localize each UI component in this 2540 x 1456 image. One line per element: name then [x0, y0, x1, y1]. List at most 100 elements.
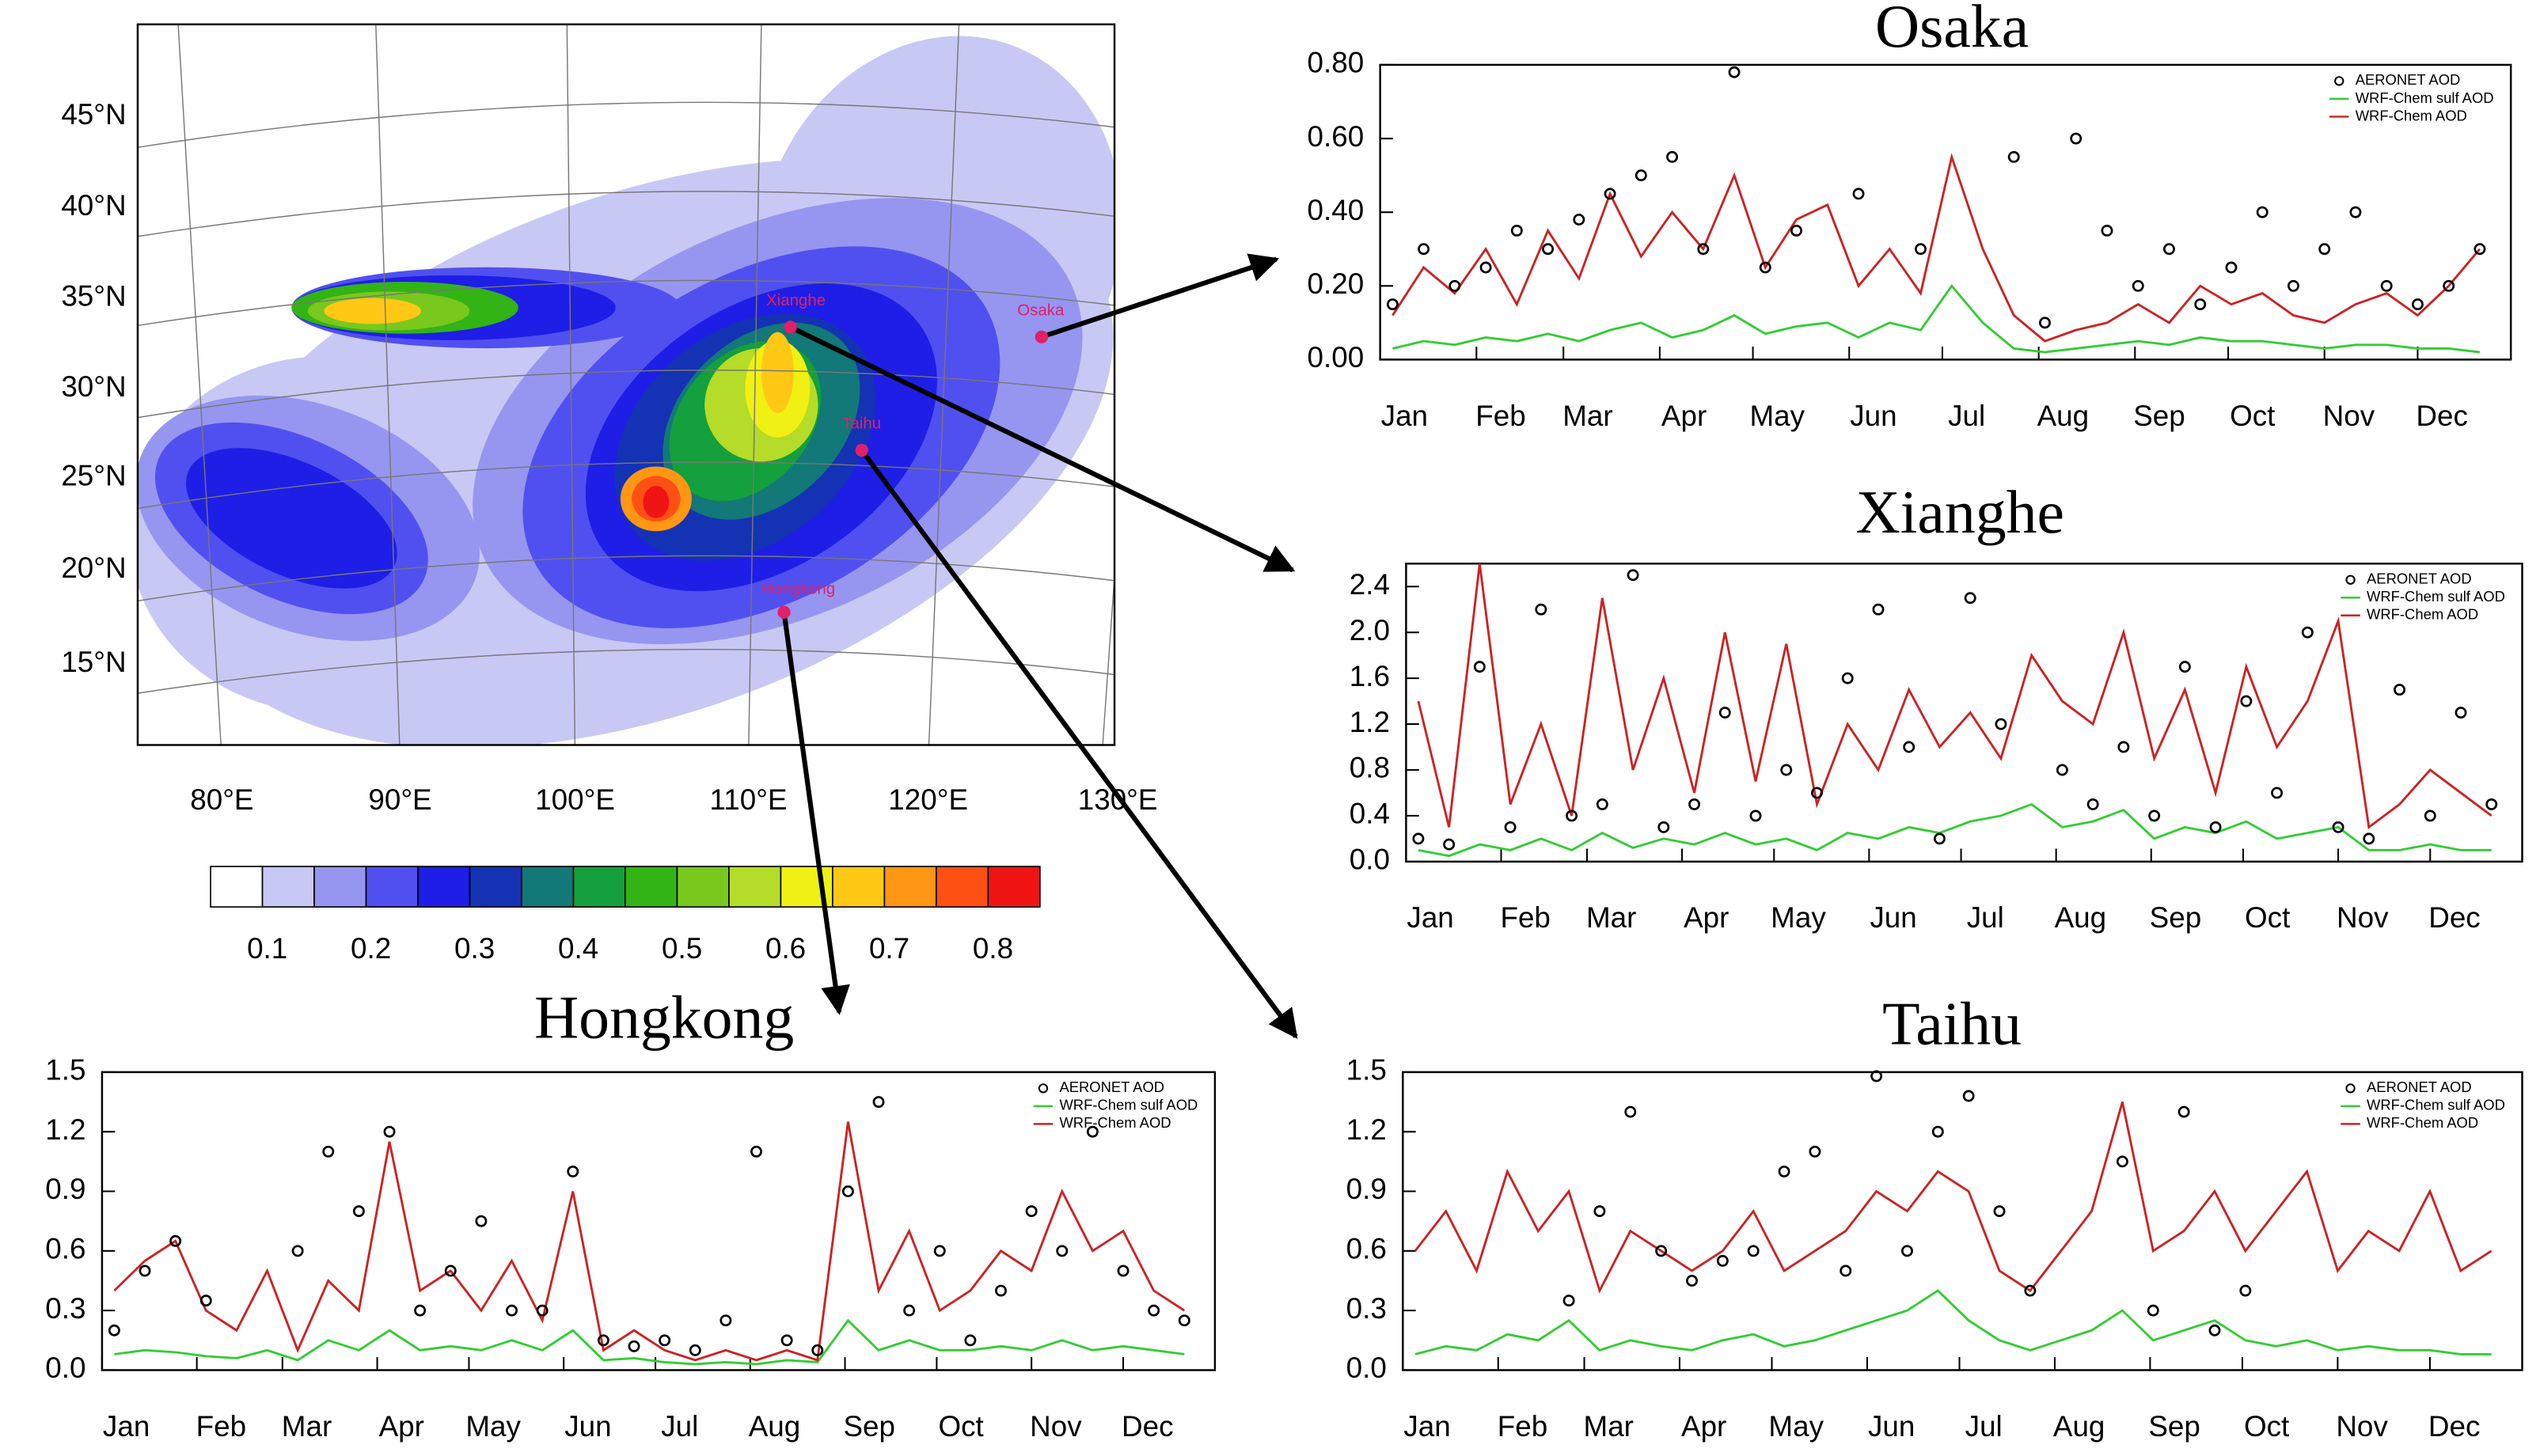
colorbar-box: [210, 866, 264, 908]
y-tick-label: 1.6: [1350, 660, 1390, 692]
aeronet-point: [995, 1284, 1008, 1297]
x-tick-label: Dec: [2428, 1410, 2481, 1443]
x-tick-label: Jul: [1948, 400, 1985, 432]
aeronet-point: [2194, 298, 2207, 311]
x-tick-label: Jan: [1407, 901, 1453, 934]
aeronet-point: [2287, 279, 2299, 292]
aeronet-point: [2117, 741, 2130, 753]
aeronet-point: [2225, 261, 2238, 274]
x-tick-label: May: [1771, 901, 1826, 934]
city-dot: [784, 320, 797, 334]
arrow: [789, 324, 1296, 573]
city-label: Xianghe: [766, 291, 826, 309]
x-tick-label: Apr: [1661, 400, 1707, 432]
x-tick-label: Mar: [1586, 901, 1636, 934]
aeronet-point: [414, 1304, 427, 1317]
colorbar-box: [625, 866, 678, 908]
aeronet-point: [1504, 821, 1517, 833]
aeronet-point: [2363, 832, 2375, 845]
y-tick-label: 0.00: [1308, 341, 1365, 373]
aeronet-point: [567, 1165, 579, 1177]
aeronet-point: [2411, 298, 2424, 311]
x-tick-label: Mar: [1584, 1410, 1634, 1443]
legend-label: WRF-Chem sulf AOD: [1059, 1097, 1198, 1113]
y-tick-label: 0.9: [45, 1173, 85, 1205]
aeronet-point: [199, 1295, 212, 1307]
aeronet-point: [1473, 661, 1486, 673]
lat-label: 30°N: [61, 370, 126, 403]
aeronet-point: [475, 1215, 488, 1227]
x-tick-label: Jul: [661, 1410, 698, 1443]
x-tick-label: Sep: [2133, 400, 2185, 432]
legend-label: WRF-Chem AOD: [1059, 1114, 1171, 1131]
y-tick-label: 0.9: [1346, 1173, 1387, 1205]
aeronet-point: [1728, 66, 1741, 78]
x-tick-label: Dec: [1122, 1410, 1174, 1443]
aeronet-point: [780, 1334, 793, 1347]
series-line: [1414, 1289, 2492, 1356]
aeronet-point: [383, 1125, 396, 1138]
colorbar-box: [728, 866, 782, 908]
city-label: Taihu: [842, 415, 881, 433]
aeronet-point: [1780, 764, 1793, 776]
legend-label: WRF-Chem AOD: [2356, 107, 2467, 123]
colorbar-box: [469, 866, 522, 908]
colorbar-label: 0.1: [247, 932, 287, 965]
aeronet-point: [2256, 206, 2269, 218]
aeronet-point: [1443, 838, 1456, 851]
y-tick-label: 0.60: [1308, 120, 1365, 153]
x-tick-label: Mar: [282, 1410, 332, 1443]
aeronet-point: [139, 1265, 151, 1277]
x-tick-label: Oct: [2244, 1410, 2289, 1443]
aeronet-point: [1117, 1265, 1130, 1277]
aeronet-point: [1811, 787, 1823, 799]
legend-label: WRF-Chem AOD: [2367, 606, 2478, 623]
aeronet-point: [1535, 603, 1547, 616]
aeronet-point: [1386, 298, 1399, 311]
aeronet-point: [2024, 1284, 2037, 1297]
aeronet-point: [1964, 592, 1976, 605]
aeronet-point: [2349, 206, 2362, 218]
x-tick-label: Jan: [1381, 400, 1428, 432]
y-tick-label: 0.4: [1350, 798, 1390, 830]
aeronet-point: [1418, 243, 1430, 256]
y-tick-label: 1.5: [45, 1054, 85, 1086]
aeronet-point: [1596, 798, 1608, 810]
legend-label: AERONET AOD: [2367, 1079, 2472, 1095]
aeronet-point: [2380, 279, 2393, 292]
x-tick-label: May: [1750, 400, 1805, 432]
city-label: Osaka: [1017, 301, 1065, 319]
x-tick-label: Dec: [2416, 400, 2468, 432]
aeronet-point: [2178, 661, 2191, 673]
map-frame: [136, 23, 1116, 746]
aeronet-point: [1148, 1304, 1160, 1317]
aeronet-point: [2056, 764, 2068, 776]
aeronet-point: [322, 1145, 335, 1158]
x-tick-label: Mar: [1562, 400, 1612, 432]
aeronet-point: [2301, 626, 2314, 639]
x-tick-label: Jul: [1965, 1410, 2003, 1443]
aeronet-point: [1666, 150, 1679, 163]
x-tick-label: May: [465, 1410, 521, 1443]
y-tick-label: 0.3: [1346, 1292, 1387, 1325]
colorbar-box: [572, 866, 626, 908]
aeronet-point: [2455, 707, 2467, 719]
y-tick-label: 0.8: [1350, 752, 1390, 784]
y-tick-label: 0.0: [1350, 844, 1390, 876]
y-tick-label: 0.20: [1308, 267, 1365, 300]
aeronet-point: [1962, 1090, 1975, 1102]
colorbar-box: [987, 866, 1041, 908]
aeronet-point: [841, 1185, 854, 1197]
legend-label: WRF-Chem sulf AOD: [2356, 89, 2494, 106]
graticule: [137, 24, 1115, 745]
aeronet-point: [1718, 707, 1731, 719]
x-tick-label: Oct: [2245, 901, 2290, 934]
x-tick-label: Feb: [1500, 901, 1550, 934]
aeronet-point: [1604, 188, 1616, 200]
lon-label: 120°E: [888, 783, 968, 816]
aeronet-point: [1903, 741, 1915, 753]
aeronet-point: [628, 1340, 640, 1352]
aeronet-point: [2209, 821, 2222, 833]
x-tick-label: Nov: [2336, 1410, 2388, 1443]
series-line: [1391, 153, 2481, 343]
